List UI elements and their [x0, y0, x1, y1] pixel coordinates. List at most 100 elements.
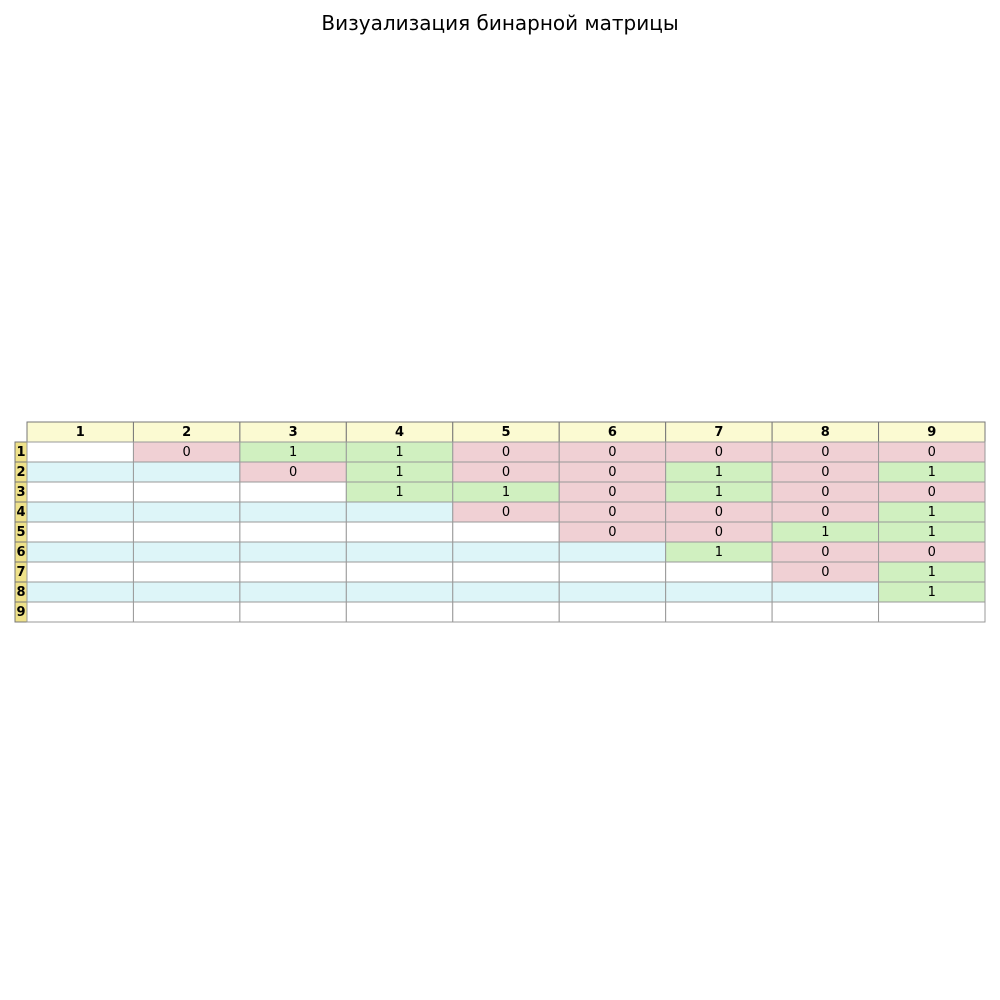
matrix-cell-value: 1 [395, 485, 403, 500]
column-header-label: 9 [927, 425, 936, 440]
matrix-cell [26, 541, 134, 563]
column-header-label: 5 [501, 425, 510, 440]
matrix-cell [558, 581, 667, 603]
matrix-cell [239, 501, 347, 523]
matrix-cell-value: 0 [928, 545, 936, 560]
matrix-cell [665, 601, 773, 623]
matrix-cell-value: 1 [821, 525, 829, 540]
matrix-cell [239, 541, 347, 563]
matrix-cell [26, 601, 134, 623]
matrix-cell-value: 1 [289, 445, 297, 460]
row-header-label: 2 [16, 465, 25, 480]
matrix-cell [26, 481, 134, 503]
matrix-cell [452, 521, 560, 543]
matrix-cell [26, 461, 134, 483]
matrix-cell [132, 501, 241, 523]
row-header-label: 1 [16, 445, 25, 460]
matrix-cell [132, 481, 241, 503]
matrix-cell [345, 541, 454, 563]
matrix-cell-value: 0 [608, 485, 616, 500]
matrix-cell-value: 0 [821, 505, 829, 520]
matrix-cell-value: 0 [821, 445, 829, 460]
row-header-label: 6 [16, 545, 25, 560]
matrix-cell-value: 0 [715, 445, 723, 460]
row-header-label: 5 [16, 525, 25, 540]
matrix-cell-value: 0 [821, 485, 829, 500]
matrix-cell [26, 501, 134, 523]
matrix-cell-value: 1 [928, 565, 936, 580]
matrix-cell [558, 561, 667, 583]
matrix-cell [771, 581, 880, 603]
column-header-label: 2 [182, 425, 191, 440]
matrix-cell-value: 0 [928, 485, 936, 500]
matrix-cell-value: 0 [183, 445, 191, 460]
matrix-cell-value: 1 [395, 445, 403, 460]
matrix-cell-value: 1 [715, 485, 723, 500]
matrix-cell-value: 1 [715, 545, 723, 560]
row-header-label: 3 [16, 485, 25, 500]
matrix-cell-value: 1 [928, 465, 936, 480]
column-header-label: 8 [821, 425, 830, 440]
matrix-cell-value: 1 [715, 465, 723, 480]
matrix-cell [132, 541, 241, 563]
matrix-cell-value: 0 [289, 465, 297, 480]
matrix-cell [239, 581, 347, 603]
matrix-cell [452, 541, 560, 563]
matrix-cell [452, 561, 560, 583]
matrix-cell-value: 0 [502, 465, 510, 480]
column-header-label: 1 [76, 425, 85, 440]
matrix-cell-value: 1 [395, 465, 403, 480]
matrix-cell-value: 0 [928, 445, 936, 460]
matrix-cell [132, 601, 241, 623]
matrix-cell [239, 561, 347, 583]
chart-title: Визуализация бинарной матрицы [321, 11, 679, 35]
matrix-cell [345, 561, 454, 583]
column-header-label: 7 [714, 425, 723, 440]
matrix-cell-value: 0 [608, 505, 616, 520]
matrix-cell [26, 561, 134, 583]
matrix-cell [665, 581, 773, 603]
matrix-cell [132, 561, 241, 583]
matrix-cell [878, 601, 986, 623]
matrix-cell-value: 1 [928, 505, 936, 520]
column-header-label: 6 [608, 425, 617, 440]
matrix-cell-value: 0 [502, 505, 510, 520]
matrix-cell [26, 521, 134, 543]
matrix-cell [132, 581, 241, 603]
matrix-cell [665, 561, 773, 583]
matrix-cell-value: 0 [821, 465, 829, 480]
matrix-cell [132, 461, 241, 483]
matrix-cell-value: 0 [821, 545, 829, 560]
matrix-cell [558, 601, 667, 623]
matrix-cell [345, 521, 454, 543]
row-header-label: 9 [16, 605, 25, 620]
matrix-cell-value: 0 [715, 505, 723, 520]
matrix-cell-value: 0 [608, 465, 616, 480]
matrix-cell-value: 0 [821, 565, 829, 580]
matrix-cell [26, 441, 134, 463]
matrix-cell [452, 581, 560, 603]
matrix-cell-value: 0 [608, 445, 616, 460]
matrix-cell [345, 501, 454, 523]
matrix-cell [239, 601, 347, 623]
matrix-cell-value: 0 [502, 445, 510, 460]
matrix-cell [452, 601, 560, 623]
matrix-cell [239, 481, 347, 503]
matrix-cell [345, 581, 454, 603]
column-header-label: 4 [395, 425, 404, 440]
matrix-cell-value: 1 [502, 485, 510, 500]
matrix-cell [239, 521, 347, 543]
matrix-cell [345, 601, 454, 623]
row-header-label: 7 [16, 565, 25, 580]
matrix-cell-value: 1 [928, 525, 936, 540]
matrix-cell-value: 0 [715, 525, 723, 540]
matrix-cell [558, 541, 667, 563]
row-header-label: 4 [16, 505, 25, 520]
column-header-label: 3 [289, 425, 298, 440]
matrix-cell [771, 601, 880, 623]
matrix-cell [132, 521, 241, 543]
row-header-label: 8 [16, 585, 25, 600]
matrix-cell-value: 0 [608, 525, 616, 540]
matrix-cell-value: 1 [928, 585, 936, 600]
